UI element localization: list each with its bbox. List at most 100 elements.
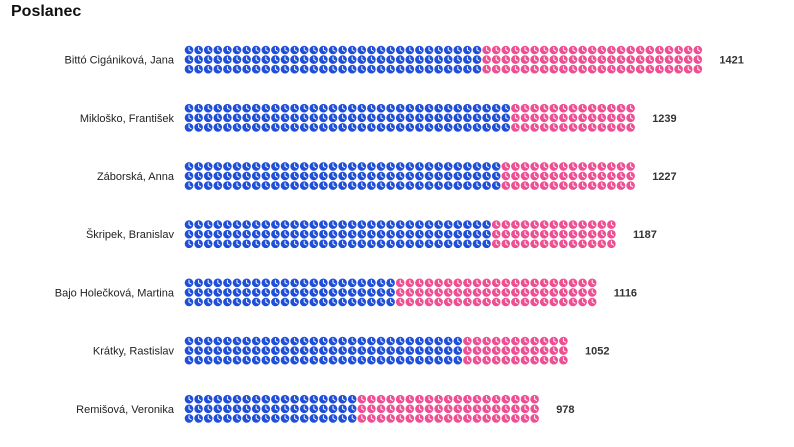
clock-icon	[319, 55, 328, 64]
clock-icon	[309, 394, 319, 404]
clock-icon	[559, 113, 568, 123]
clock-icon	[424, 55, 434, 64]
clock-icon	[251, 55, 261, 64]
clock-icon	[453, 414, 463, 423]
clock-icon	[338, 162, 347, 171]
clock-icon	[242, 297, 251, 307]
clock-icon	[405, 64, 415, 74]
clock-icon	[539, 45, 549, 55]
clock-icon	[280, 404, 290, 414]
clock-icon	[578, 239, 587, 249]
chart-title: Poslanec	[11, 3, 82, 20]
clock-icon	[232, 220, 242, 229]
clock-icon	[194, 288, 203, 297]
clock-icon	[395, 239, 405, 249]
clock-icon	[395, 55, 405, 64]
clock-icon	[357, 229, 367, 239]
clock-icon	[328, 64, 338, 74]
clock-icon	[415, 239, 424, 249]
clock-icon	[271, 162, 280, 171]
clock-icon	[453, 404, 463, 414]
clock-icon	[549, 336, 559, 346]
clock-icon	[203, 181, 213, 190]
clock-icon	[597, 113, 607, 123]
clock-icon	[578, 113, 587, 123]
clock-icon	[559, 123, 568, 132]
clock-icon	[251, 346, 261, 355]
clock-icon	[434, 346, 443, 355]
clock-icon	[664, 55, 674, 64]
clock-icon	[395, 394, 405, 404]
clock-icon	[347, 64, 357, 74]
clock-icon	[482, 394, 491, 404]
clock-icon	[309, 229, 319, 239]
clock-icon	[309, 404, 319, 414]
clock-icon	[559, 162, 568, 171]
clock-icon	[328, 220, 338, 229]
clock-icon	[386, 414, 395, 423]
clock-icon	[463, 297, 472, 307]
clock-icon	[319, 336, 328, 346]
clock-icon	[463, 278, 472, 288]
clock-icon	[194, 394, 203, 404]
clock-icon	[424, 288, 434, 297]
clock-icon	[271, 278, 280, 288]
clock-icon	[223, 394, 232, 404]
clock-icon	[271, 55, 280, 64]
clock-icon	[520, 346, 530, 355]
clock-icon	[271, 346, 280, 355]
clock-icon	[203, 404, 213, 414]
clock-icon	[223, 355, 232, 365]
clock-icon	[223, 297, 232, 307]
clock-icon	[520, 103, 530, 113]
clock-icon	[578, 55, 587, 64]
clock-icon	[568, 297, 578, 307]
icon-line	[184, 123, 635, 132]
clock-icon	[520, 162, 530, 171]
category-label: Bajo Holečková, Martina	[55, 287, 175, 299]
clock-icon	[463, 394, 472, 404]
clock-icon	[693, 55, 703, 64]
clock-icon	[347, 355, 357, 365]
clock-icon	[319, 278, 328, 288]
clock-icon	[491, 55, 501, 64]
clock-icon	[319, 404, 328, 414]
clock-icon	[443, 297, 453, 307]
clock-icon	[530, 288, 539, 297]
clock-icon	[549, 355, 559, 365]
clock-icon	[482, 181, 491, 190]
clock-icon	[511, 181, 520, 190]
clock-icon	[693, 64, 703, 74]
clock-icon	[472, 336, 482, 346]
clock-icon	[213, 171, 223, 181]
clock-icon	[376, 103, 386, 113]
clock-icon	[511, 414, 520, 423]
clock-icon	[530, 55, 539, 64]
clock-icon	[645, 64, 655, 74]
clock-icon	[511, 123, 520, 132]
clock-icon	[223, 229, 232, 239]
clock-icon	[232, 64, 242, 74]
clock-icon	[251, 336, 261, 346]
clock-icon	[587, 171, 597, 181]
clock-icon	[472, 45, 482, 55]
clock-icon	[424, 336, 434, 346]
clock-icon	[501, 355, 511, 365]
clock-icon	[463, 103, 472, 113]
clock-icon	[299, 278, 309, 288]
clock-icon	[184, 220, 194, 229]
clock-icon	[299, 288, 309, 297]
clock-icon	[511, 394, 520, 404]
clock-icon	[347, 404, 357, 414]
clock-icon	[549, 113, 559, 123]
clock-icon	[376, 355, 386, 365]
clock-icon	[347, 278, 357, 288]
total-label: 1227	[652, 171, 676, 183]
clock-icon	[347, 288, 357, 297]
clock-icon	[559, 278, 568, 288]
total-label: 1116	[614, 287, 637, 299]
total-label: 1239	[652, 113, 676, 125]
clock-icon	[376, 171, 386, 181]
icon-line	[184, 239, 616, 249]
clock-icon	[299, 394, 309, 404]
